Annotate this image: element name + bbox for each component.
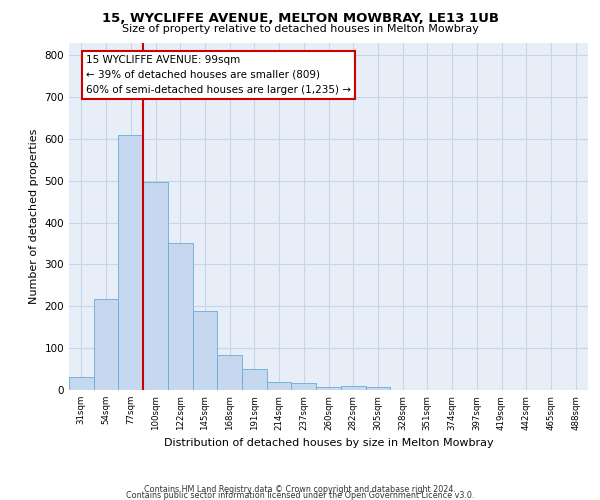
Text: Size of property relative to detached houses in Melton Mowbray: Size of property relative to detached ho… <box>122 24 478 34</box>
X-axis label: Distribution of detached houses by size in Melton Mowbray: Distribution of detached houses by size … <box>164 438 493 448</box>
Bar <box>292 384 316 390</box>
Text: Contains public sector information licensed under the Open Government Licence v3: Contains public sector information licen… <box>126 491 474 500</box>
Text: 15 WYCLIFFE AVENUE: 99sqm
← 39% of detached houses are smaller (809)
60% of semi: 15 WYCLIFFE AVENUE: 99sqm ← 39% of detac… <box>86 55 351 94</box>
Bar <box>143 182 168 390</box>
Bar <box>118 135 143 390</box>
Bar <box>69 378 94 390</box>
Bar <box>267 382 292 390</box>
Bar <box>193 311 217 390</box>
Bar <box>217 355 242 390</box>
Bar <box>316 387 341 390</box>
Bar <box>94 298 118 390</box>
Bar <box>242 369 267 390</box>
Bar <box>168 242 193 390</box>
Text: Contains HM Land Registry data © Crown copyright and database right 2024.: Contains HM Land Registry data © Crown c… <box>144 485 456 494</box>
Y-axis label: Number of detached properties: Number of detached properties <box>29 128 39 304</box>
Bar <box>341 386 365 390</box>
Bar <box>365 387 390 390</box>
Text: 15, WYCLIFFE AVENUE, MELTON MOWBRAY, LE13 1UB: 15, WYCLIFFE AVENUE, MELTON MOWBRAY, LE1… <box>101 12 499 26</box>
